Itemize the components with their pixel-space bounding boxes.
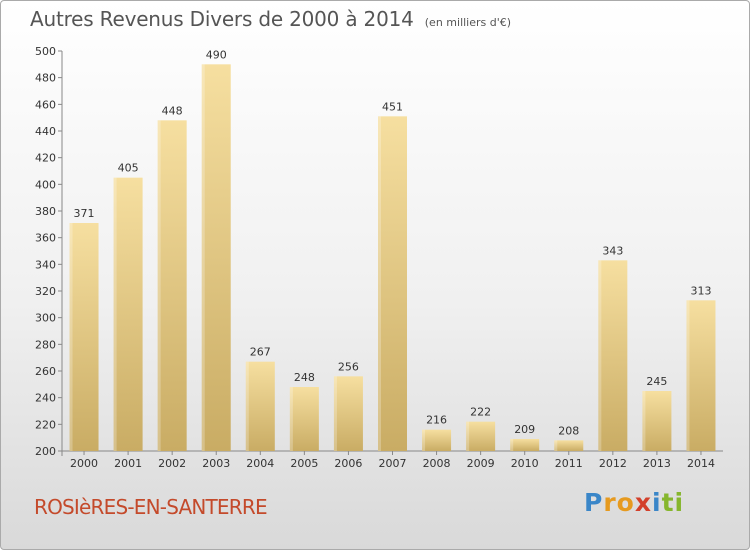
y-tick-label: 500 [35,45,56,58]
y-tick-label: 280 [35,338,56,351]
bar-highlight [422,429,426,451]
data-label: 371 [74,207,95,220]
bar [466,421,496,451]
bar-highlight [333,376,337,451]
bar [554,440,584,451]
data-label: 448 [162,104,183,117]
y-tick-label: 380 [35,205,56,218]
x-tick-label: 2013 [643,457,671,470]
bar-highlight [69,223,73,451]
bar-highlight [466,421,470,451]
bar-highlight [157,120,161,451]
bar [686,300,716,451]
bar-highlight [598,260,602,451]
x-tick-label: 2005 [290,457,318,470]
bar-highlight [201,64,205,452]
bar-highlight [642,391,646,451]
bar-highlight [554,440,558,451]
y-tick-label: 360 [35,232,56,245]
y-tick-label: 260 [35,365,56,378]
chart-title: Autres Revenus Divers de 2000 à 2014 [30,7,414,31]
y-tick-label: 460 [35,98,56,111]
x-tick-label: 2010 [511,457,539,470]
y-tick-label: 240 [35,392,56,405]
x-tick-label: 2009 [467,457,495,470]
data-label: 267 [250,346,271,359]
data-label: 248 [294,371,315,384]
bar-highlight [289,387,293,451]
bar-highlight [113,177,117,451]
data-label: 245 [646,375,667,388]
brand-letter: i [652,488,662,517]
bar [245,361,275,451]
y-tick-label: 480 [35,72,56,85]
data-label: 209 [514,423,535,436]
bar [113,177,143,451]
y-tick-label: 340 [35,258,56,271]
brand-letter: i [674,488,685,517]
x-tick-label: 2003 [202,457,230,470]
bar [157,120,187,451]
bar [422,429,452,451]
brand-logo: Proxiti [584,488,684,517]
data-label: 451 [382,100,403,113]
x-tick-label: 2002 [158,457,186,470]
title-row: Autres Revenus Divers de 2000 à 2014 (en… [30,7,511,31]
bar [69,223,99,451]
bar-highlight [686,300,690,451]
bar [378,116,407,451]
x-tick-label: 2014 [687,457,715,470]
bar [333,376,363,451]
y-tick-label: 300 [35,312,56,325]
data-label: 490 [206,48,227,61]
y-tick-label: 320 [35,285,56,298]
x-tick-label: 2000 [70,457,98,470]
x-tick-label: 2006 [334,457,362,470]
brand-letter: o [616,488,635,517]
x-tick-label: 2007 [379,457,407,470]
y-tick-label: 200 [35,445,56,458]
place-name: ROSIèRES-EN-SANTERRE [34,495,268,519]
chart-unit: (en milliers d'€) [424,16,512,29]
x-tick-label: 2001 [114,457,142,470]
x-tick-label: 2012 [599,457,627,470]
data-label: 208 [558,424,579,437]
data-label: 313 [690,284,711,297]
y-tick-label: 440 [35,125,56,138]
y-tick-label: 400 [35,178,56,191]
x-tick-label: 2011 [555,457,583,470]
x-tick-label: 2008 [423,457,451,470]
brand-letter: P [584,488,604,517]
data-label: 256 [338,360,359,373]
data-label: 405 [118,162,139,175]
brand-letter: t [661,488,675,517]
bar-highlight [245,361,249,451]
data-label: 343 [602,244,623,257]
brand-letter: x [634,488,652,517]
bar-highlight [378,116,381,451]
x-tick-label: 2004 [246,457,274,470]
bar [201,64,231,452]
data-label: 216 [426,414,447,427]
bar [510,439,540,451]
y-tick-label: 220 [35,418,56,431]
y-tick-label: 420 [35,152,56,165]
bar [598,260,628,451]
data-label: 222 [470,406,491,419]
bar [289,387,319,451]
bar [642,391,672,451]
bar-highlight [510,439,514,451]
brand-letter: r [603,488,617,517]
